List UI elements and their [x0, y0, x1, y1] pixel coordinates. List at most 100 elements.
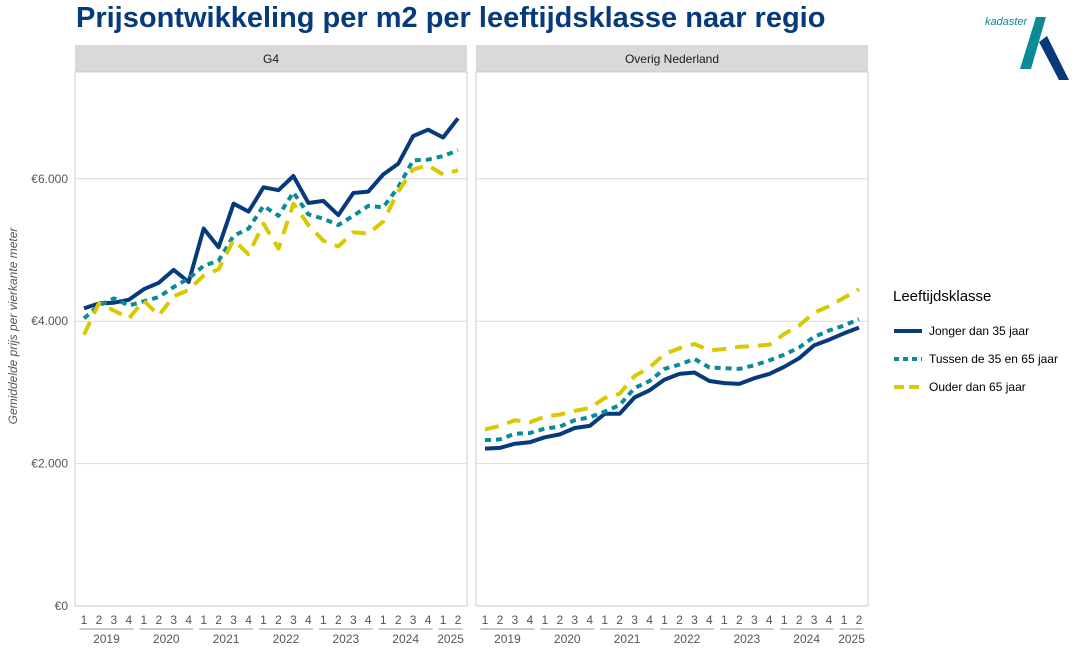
logo-k-upper — [1020, 17, 1046, 69]
x-tick-label: 1 — [781, 613, 788, 627]
year-label: 2024 — [392, 632, 419, 646]
year-label: 2025 — [838, 632, 865, 646]
y-axis-title-group: Gemiddelde prijs per vierkante meter €0 €2… — [6, 172, 68, 613]
year-label: 2020 — [153, 632, 180, 646]
x-tick-label: 2 — [676, 613, 683, 627]
x-tick-label: 1 — [200, 613, 207, 627]
year-label: 2019 — [494, 632, 521, 646]
x-tick-label: 2 — [155, 613, 162, 627]
x-tick-label: 1 — [482, 613, 489, 627]
x-tick-label: 2 — [335, 613, 342, 627]
facet-strip-label: Overig Nederland — [625, 52, 719, 66]
y-tick-label: €4.000 — [31, 314, 68, 328]
x-tick-label: 1 — [440, 613, 447, 627]
facet-strip — [476, 45, 868, 72]
series-line — [83, 117, 460, 311]
x-tick-label: 4 — [126, 613, 133, 627]
x-tick-label: 1 — [140, 613, 147, 627]
x-tick-label: 3 — [170, 613, 177, 627]
legend-item: Tussen de 35 en 65 jaar — [893, 345, 1090, 373]
series-line — [484, 287, 860, 432]
year-label: 2022 — [273, 632, 300, 646]
y-tick-label: €0 — [55, 599, 69, 613]
x-tick-label: 2 — [796, 613, 803, 627]
x-tick-label: 3 — [350, 613, 357, 627]
legend-key — [894, 385, 922, 389]
facet-panel-border — [74, 71, 468, 607]
x-tick-label: 2 — [215, 613, 222, 627]
page-title: Prijsontwikkeling per m2 per leeftijdskl… — [76, 2, 826, 34]
kadaster-logo: kadaster — [985, 16, 1069, 80]
facet-strip — [75, 45, 467, 72]
facet-panel-border — [475, 71, 869, 607]
x-tick-label: 1 — [541, 613, 548, 627]
year-label: 2022 — [674, 632, 701, 646]
x-tick-label: 3 — [290, 613, 297, 627]
x-tick-label: 4 — [365, 613, 372, 627]
x-tick-label: 2 — [497, 613, 504, 627]
x-tick-label: 4 — [646, 613, 653, 627]
x-tick-label: 1 — [601, 613, 608, 627]
x-tick-label: 3 — [811, 613, 818, 627]
x-tick-label: 4 — [305, 613, 312, 627]
x-tick-label: 4 — [586, 613, 593, 627]
x-tick-label: 4 — [425, 613, 432, 627]
year-label: 2023 — [332, 632, 359, 646]
series-line — [82, 163, 459, 336]
x-tick-label: 1 — [320, 613, 327, 627]
legend-key — [894, 329, 922, 333]
x-tick-label: 2 — [556, 613, 563, 627]
x-tick-label: 2 — [736, 613, 743, 627]
legend-title: Leeftijdsklasse — [893, 288, 992, 305]
x-tick-label: 1 — [380, 613, 387, 627]
x-tick-label: 1 — [721, 613, 728, 627]
x-tick-label: 3 — [230, 613, 237, 627]
x-tick-label: 1 — [260, 613, 267, 627]
x-tick-label: 3 — [691, 613, 698, 627]
x-tick-label: 4 — [706, 613, 713, 627]
y-tick-label: €6.000 — [31, 172, 68, 186]
x-tick-label: 4 — [766, 613, 773, 627]
x-tick-label: 3 — [512, 613, 519, 627]
legend-item: Ouder dan 65 jaar — [893, 373, 1090, 401]
y-axis-title: Gemiddelde prijs per vierkante meter — [6, 227, 20, 425]
legend-items: Jonger dan 35 jaar Tussen de 35 en 65 jaa… — [893, 317, 1090, 401]
y-tick-label: €2.000 — [31, 457, 68, 471]
year-label: 2024 — [793, 632, 820, 646]
year-label: 2020 — [554, 632, 581, 646]
year-label: 2021 — [213, 632, 240, 646]
x-tick-label: 1 — [841, 613, 848, 627]
year-label: 2025 — [437, 632, 464, 646]
year-label: 2023 — [733, 632, 760, 646]
series-line — [484, 325, 860, 451]
year-label: 2019 — [93, 632, 120, 646]
legend-item-label: Tussen de 35 en 65 jaar — [929, 352, 1058, 366]
facet-strip-label: G4 — [263, 52, 279, 66]
legend-item: Jonger dan 35 jaar — [893, 317, 1090, 345]
x-tick-label: 4 — [826, 613, 833, 627]
x-tick-label: 3 — [111, 613, 118, 627]
legend-key — [894, 357, 922, 361]
logo-text: kadaster — [985, 16, 1029, 28]
x-tick-label: 1 — [81, 613, 88, 627]
x-tick-label: 4 — [185, 613, 192, 627]
x-tick-label: 2 — [275, 613, 282, 627]
legend-item-label: Jonger dan 35 jaar — [929, 324, 1030, 338]
legend-item-label: Ouder dan 65 jaar — [929, 380, 1026, 394]
logo-k-lower — [1039, 36, 1069, 80]
x-tick-label: 2 — [856, 613, 863, 627]
x-tick-label: 2 — [395, 613, 402, 627]
x-tick-label: 2 — [455, 613, 462, 627]
x-tick-label: 3 — [751, 613, 758, 627]
x-tick-label: 4 — [527, 613, 534, 627]
year-label: 2021 — [614, 632, 641, 646]
x-tick-label: 2 — [616, 613, 623, 627]
x-tick-label: 3 — [410, 613, 417, 627]
x-tick-label: 2 — [96, 613, 103, 627]
x-tick-label: 1 — [661, 613, 668, 627]
x-tick-label: 3 — [631, 613, 638, 627]
